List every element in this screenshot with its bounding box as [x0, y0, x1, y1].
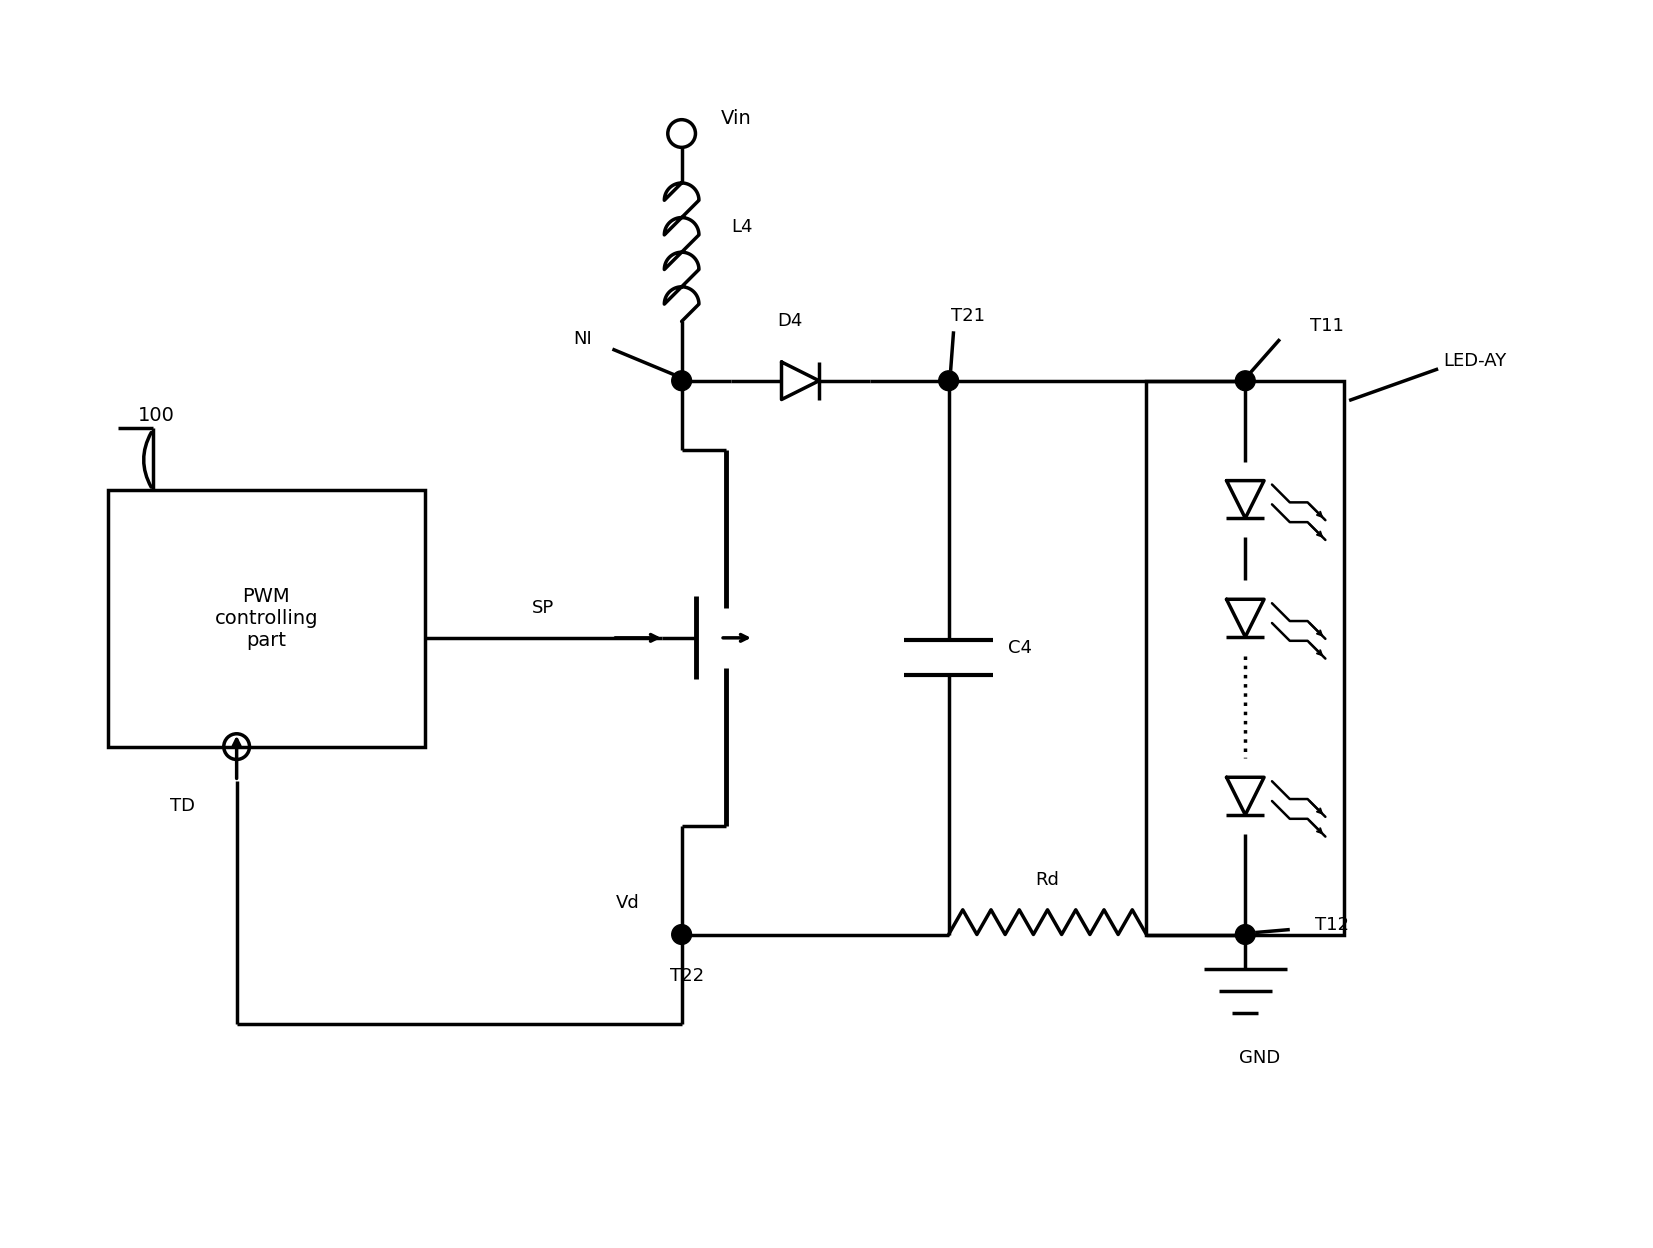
Text: T21: T21: [952, 307, 985, 326]
Text: L4: L4: [731, 218, 752, 236]
Bar: [107, 489, 425, 746]
Bar: [1147, 381, 1344, 935]
Circle shape: [939, 371, 959, 391]
Text: T12: T12: [1314, 916, 1349, 934]
Circle shape: [671, 925, 691, 945]
Text: T11: T11: [1309, 317, 1344, 336]
Text: Vd: Vd: [615, 894, 640, 912]
Text: NI: NI: [574, 331, 592, 348]
Text: D4: D4: [777, 312, 803, 331]
Circle shape: [1235, 925, 1255, 945]
Text: 100: 100: [137, 406, 175, 424]
Text: C4: C4: [1008, 639, 1031, 656]
Circle shape: [1235, 371, 1255, 391]
Text: Rd: Rd: [1035, 871, 1060, 889]
Circle shape: [671, 371, 691, 391]
Text: GND: GND: [1240, 1050, 1281, 1067]
Text: SP: SP: [532, 599, 554, 618]
Text: TD: TD: [170, 797, 195, 815]
Text: PWM
controlling
part: PWM controlling part: [215, 587, 317, 649]
Text: Vin: Vin: [721, 109, 752, 129]
Text: LED-AY: LED-AY: [1443, 352, 1506, 369]
Text: T22: T22: [669, 967, 704, 985]
